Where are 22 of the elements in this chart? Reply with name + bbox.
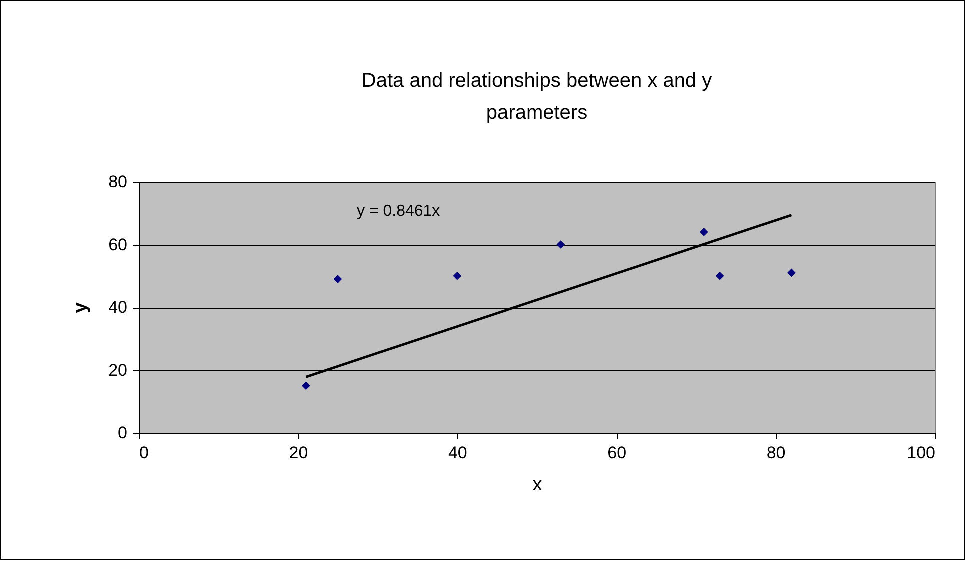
point xyxy=(453,272,462,280)
y-tick-label: 0 xyxy=(118,424,128,442)
point xyxy=(556,240,566,249)
x-tick-label: 60 xyxy=(608,444,627,462)
y-tick-label: 60 xyxy=(108,235,128,254)
y-axis-title: y xyxy=(70,302,92,314)
x-tick-label: 40 xyxy=(448,444,468,462)
point xyxy=(302,382,310,390)
y-tick-label: 80 xyxy=(108,172,128,192)
y-tick-label: 20 xyxy=(108,360,128,380)
x-tick-label: 100 xyxy=(907,444,936,462)
point xyxy=(788,268,796,278)
point xyxy=(716,272,724,280)
annotation: y = 0.8461x xyxy=(357,203,440,220)
chart-title: Data and relationships between x and y parameters xyxy=(362,70,712,124)
x-tick-label: 20 xyxy=(289,444,308,462)
point xyxy=(700,228,708,236)
point xyxy=(334,275,342,284)
y-tick-label: 40 xyxy=(108,298,128,317)
x-tick-label: 80 xyxy=(766,444,786,462)
x-axis-title: x xyxy=(532,474,543,496)
x-tick-label: 0 xyxy=(140,444,149,462)
